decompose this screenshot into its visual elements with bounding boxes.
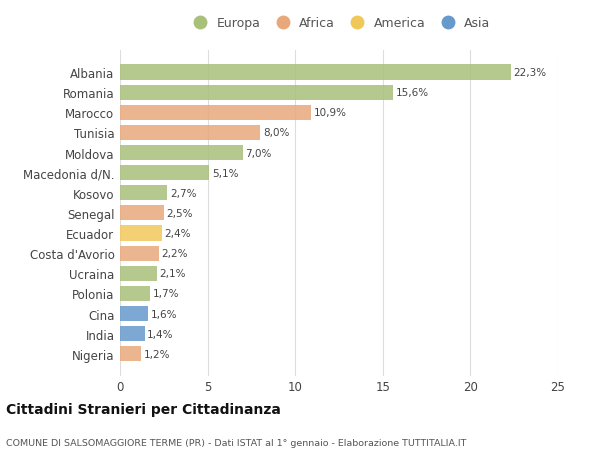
Bar [120, 306, 148, 321]
Bar [120, 347, 141, 362]
Text: 1,2%: 1,2% [143, 349, 170, 359]
Text: 15,6%: 15,6% [396, 88, 429, 98]
Text: 1,6%: 1,6% [151, 309, 177, 319]
Text: 2,2%: 2,2% [161, 249, 188, 258]
Bar [120, 226, 162, 241]
Text: 10,9%: 10,9% [314, 108, 347, 118]
Bar [120, 65, 511, 80]
Text: 22,3%: 22,3% [514, 68, 547, 78]
Bar [120, 266, 157, 281]
Text: 2,5%: 2,5% [166, 208, 193, 218]
Bar [120, 126, 260, 140]
Bar [120, 286, 150, 301]
Text: 1,4%: 1,4% [147, 329, 173, 339]
Text: 7,0%: 7,0% [245, 148, 272, 158]
Text: 2,4%: 2,4% [164, 229, 191, 239]
Text: 1,7%: 1,7% [152, 289, 179, 299]
Text: 5,1%: 5,1% [212, 168, 238, 178]
Text: Cittadini Stranieri per Cittadinanza: Cittadini Stranieri per Cittadinanza [6, 402, 281, 416]
Bar [120, 326, 145, 341]
Text: 2,7%: 2,7% [170, 188, 196, 198]
Bar [120, 106, 311, 121]
Text: COMUNE DI SALSOMAGGIORE TERME (PR) - Dati ISTAT al 1° gennaio - Elaborazione TUT: COMUNE DI SALSOMAGGIORE TERME (PR) - Dat… [6, 438, 466, 447]
Bar [120, 206, 164, 221]
Bar [120, 186, 167, 201]
Bar [120, 85, 394, 101]
Bar [120, 246, 158, 261]
Text: 2,1%: 2,1% [160, 269, 186, 279]
Bar [120, 146, 242, 161]
Bar [120, 166, 209, 181]
Text: 8,0%: 8,0% [263, 128, 289, 138]
Legend: Europa, Africa, America, Asia: Europa, Africa, America, Asia [185, 14, 493, 32]
